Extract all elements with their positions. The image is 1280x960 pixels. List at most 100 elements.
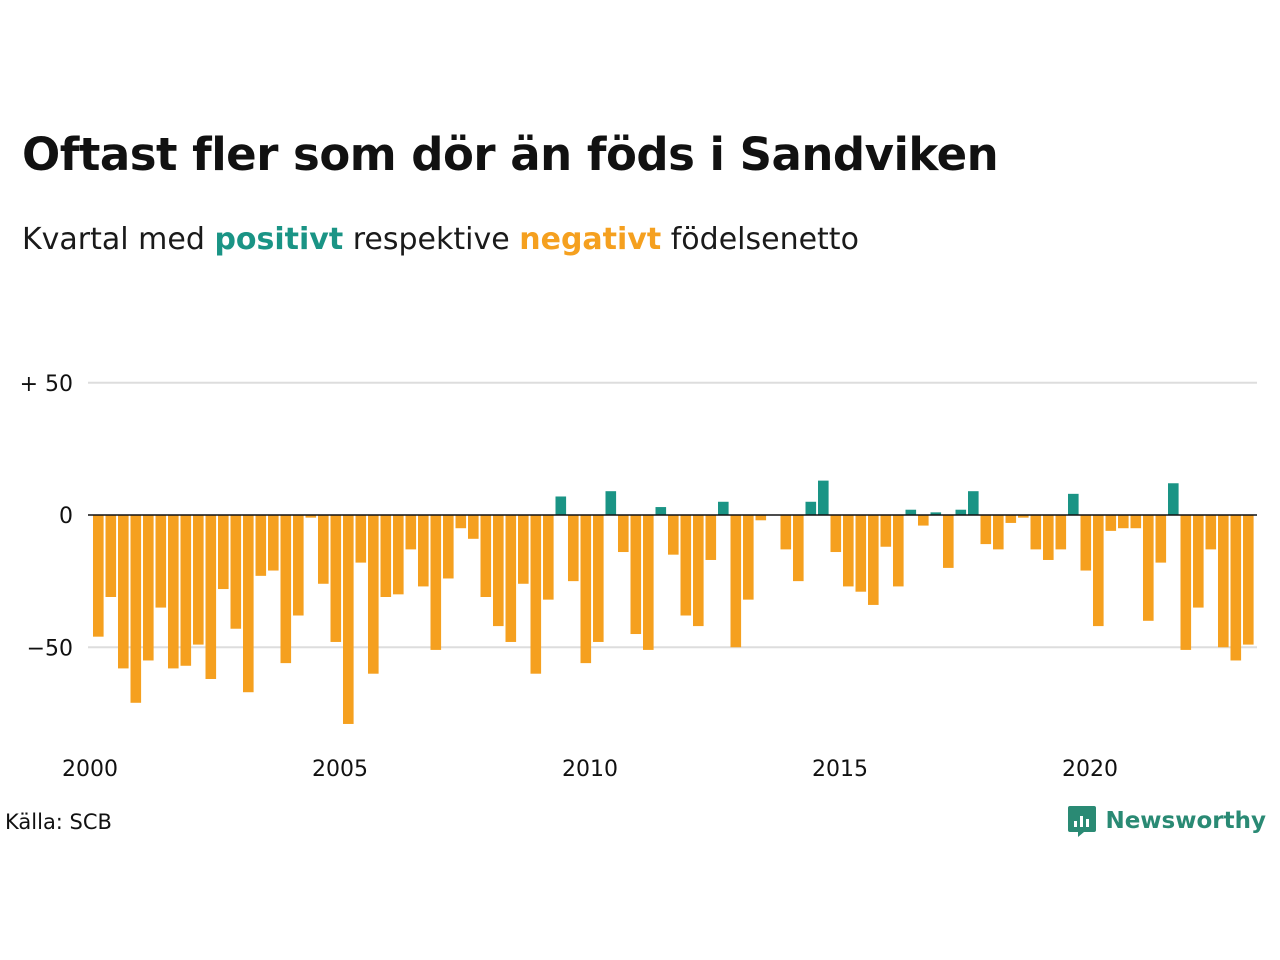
bar: [943, 515, 954, 568]
source-note: Källa: SCB: [5, 810, 112, 834]
bar: [205, 515, 217, 679]
bar: [1018, 515, 1029, 518]
bar: [843, 515, 854, 587]
bar: [230, 515, 242, 629]
bar: [555, 496, 567, 516]
brand-logo: Newsworthy: [1067, 804, 1266, 838]
bar: [318, 515, 329, 584]
subtitle-middle: respektive: [352, 222, 510, 257]
bar: [293, 515, 304, 616]
bar: [743, 515, 754, 600]
bar: [1068, 493, 1079, 515]
bar: [818, 480, 829, 515]
subtitle-negative-word: negativt: [519, 222, 662, 257]
bar: [105, 515, 117, 597]
bar: [168, 515, 179, 669]
bar: [805, 501, 817, 515]
bar: [1143, 515, 1154, 621]
bar-layer: [93, 480, 1254, 724]
bar: [830, 515, 842, 553]
bar: [143, 515, 154, 661]
x-tick-label: 2015: [812, 757, 868, 782]
bar: [1030, 515, 1042, 550]
bar: [493, 515, 504, 627]
bar: [868, 515, 879, 605]
bar: [680, 515, 692, 616]
bar: [1055, 515, 1067, 550]
bar: [218, 515, 229, 590]
bar: [193, 515, 204, 645]
bar: [505, 515, 517, 642]
bar: [718, 501, 729, 515]
bar: [880, 515, 892, 547]
bar: [368, 515, 379, 674]
bar: [330, 515, 342, 642]
bar: [468, 515, 479, 539]
x-tick-label: 2020: [1062, 757, 1118, 782]
bar: [255, 515, 267, 576]
bar: [618, 515, 629, 553]
bar: [530, 515, 542, 674]
bar: [730, 515, 742, 648]
bar: [480, 515, 492, 597]
bar: [1155, 515, 1167, 563]
bar: [268, 515, 279, 571]
bar: [980, 515, 992, 545]
bar: [1230, 515, 1242, 661]
bar: [668, 515, 679, 555]
bar: [280, 515, 292, 664]
chart-subtitle: Kvartal med positivt respektive negativt…: [22, 222, 859, 257]
bar: [118, 515, 129, 669]
bar: [905, 509, 917, 515]
subtitle-prefix: Kvartal med: [22, 222, 205, 257]
bar: [405, 515, 417, 550]
bar: [1043, 515, 1054, 560]
tick-label-layer: + 50 0 −50 2000 2005 2010 2015 2020: [20, 372, 1118, 782]
bar: [693, 515, 704, 627]
bar: [155, 515, 167, 608]
chart-title: Oftast fler som dör än föds i Sandviken: [22, 128, 999, 181]
x-tick-label: 2000: [62, 757, 118, 782]
bar: [180, 515, 192, 666]
bar: [1080, 515, 1092, 571]
y-tick-label: + 50: [20, 372, 73, 397]
bar: [543, 515, 554, 600]
bar: [993, 515, 1004, 550]
bar: [1180, 515, 1192, 650]
bar: [430, 515, 442, 650]
bar: [630, 515, 642, 635]
subtitle-suffix: födelsenetto: [670, 222, 859, 257]
bar: [930, 512, 942, 516]
subtitle-positive-word: positivt: [214, 222, 344, 257]
bar: [755, 515, 767, 521]
bar-chart: + 50 0 −50 2000 2005 2010 2015 2020: [20, 372, 1257, 782]
bar: [643, 515, 654, 650]
bar: [1218, 515, 1229, 648]
bar: [793, 515, 804, 582]
bar: [393, 515, 404, 595]
bar: [580, 515, 592, 664]
bar: [1105, 515, 1117, 531]
newsworthy-logo-icon: [1068, 806, 1097, 837]
y-tick-label: −50: [27, 636, 73, 661]
bar: [568, 515, 579, 582]
bar: [1093, 515, 1104, 627]
x-tick-label: 2010: [562, 757, 618, 782]
bar: [518, 515, 529, 584]
bar: [780, 515, 792, 550]
bar: [955, 509, 967, 515]
bar: [1193, 515, 1204, 608]
bar: [1130, 515, 1142, 529]
bar: [243, 515, 254, 693]
bar: [968, 491, 979, 515]
bar: [343, 515, 354, 724]
bar: [380, 515, 392, 597]
bar: [418, 515, 429, 587]
bar: [455, 515, 467, 529]
bar: [443, 515, 454, 579]
bar: [130, 515, 142, 703]
bar: [93, 515, 104, 637]
x-tick-label: 2005: [312, 757, 368, 782]
bar: [705, 515, 717, 560]
bar: [1118, 515, 1129, 529]
